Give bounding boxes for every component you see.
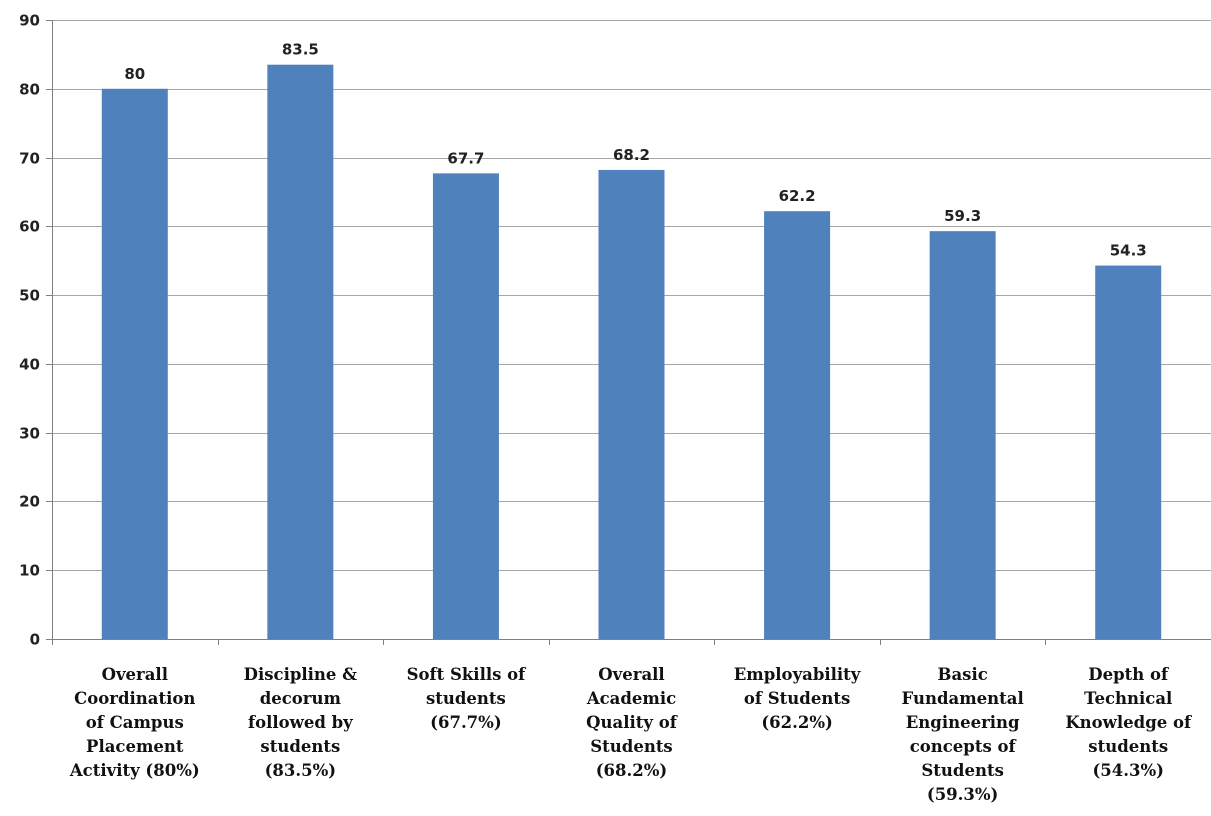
bar	[764, 211, 831, 640]
y-tick-label: 40	[19, 356, 40, 374]
y-tick-label: 0	[30, 631, 40, 649]
x-category-label-line: Academic	[586, 689, 676, 708]
x-category-label-line: students	[1088, 737, 1168, 756]
x-category-label-line: Placement	[86, 737, 184, 756]
x-category-label: Overall Academic Quality of Students (68.2%)	[586, 665, 678, 780]
x-category-label-line: Coordination	[74, 689, 195, 708]
data-label: 59.3	[944, 207, 981, 225]
x-category-label: Overall Coordination of Campus Placement Act…	[69, 665, 200, 780]
x-category-label-line: Students	[921, 761, 1003, 780]
x-category-label-line: decorum	[260, 689, 342, 708]
x-category-label: Basic Fundamental Engineering concepts of St…	[902, 665, 1024, 804]
x-category-label: Depth of Technical Knowledge of students (54…	[1065, 665, 1192, 780]
bar	[267, 64, 334, 639]
x-category-label: Discipline & decorum followed by students (8…	[244, 665, 357, 780]
x-category-label-line: Depth of	[1088, 665, 1169, 684]
x-category-label: Employability of Students (62.2%)	[734, 665, 861, 732]
axes: 0 10 20 30 40 50 60 70 80 90	[19, 12, 1211, 649]
x-axis-categories: Overall Coordination of Campus Placement Act…	[69, 665, 1192, 804]
y-tick-label: 80	[19, 81, 40, 99]
bar	[1095, 265, 1162, 639]
x-category-label-line: of Students	[744, 689, 850, 708]
data-label: 67.7	[447, 149, 484, 167]
bars	[101, 64, 1162, 640]
y-tick-label: 20	[19, 493, 40, 511]
data-labels: 80 83.5 67.7 68.2 62.2 59.3 54.3	[124, 41, 1146, 260]
x-category-label-line: Employability	[734, 665, 861, 684]
y-tick-label: 10	[19, 562, 40, 580]
x-category-label-line: Activity (80%)	[69, 761, 200, 780]
x-category-label-line: Overall	[102, 665, 168, 684]
x-category-label-line: Students	[590, 737, 672, 756]
x-category-label-line: (62.2%)	[761, 713, 832, 732]
x-category-label-line: concepts of	[910, 737, 1017, 756]
x-category-label-line: (67.7%)	[430, 713, 501, 732]
x-category-label-line: Discipline &	[244, 665, 357, 684]
y-tick-label: 30	[19, 425, 40, 443]
x-category-label-line: (68.2%)	[596, 761, 667, 780]
data-label: 80	[124, 65, 145, 83]
x-category-label-line: (83.5%)	[265, 761, 336, 780]
x-category-label-line: Engineering	[906, 713, 1020, 732]
x-category-label-line: students	[260, 737, 340, 756]
x-category-label-line: Quality of	[586, 713, 678, 732]
data-label: 68.2	[613, 146, 650, 164]
y-tick-label: 90	[19, 12, 40, 30]
y-tick-label: 50	[19, 287, 40, 305]
bar	[432, 173, 499, 639]
x-category-label-line: Soft Skills of	[407, 665, 527, 684]
x-category-label-line: (59.3%)	[927, 785, 998, 804]
x-category-label-line: Overall	[598, 665, 664, 684]
x-category-label-line: Fundamental	[902, 689, 1024, 708]
bar	[598, 169, 665, 640]
x-category-label-line: Basic	[938, 665, 988, 684]
y-tick-label: 70	[19, 150, 40, 168]
data-label: 83.5	[282, 41, 319, 59]
x-category-label-line: (54.3%)	[1092, 761, 1163, 780]
x-category-label: Soft Skills of students (67.7%)	[407, 665, 527, 732]
x-category-label-line: Knowledge of	[1065, 713, 1192, 732]
data-label: 62.2	[779, 187, 816, 205]
x-category-label-line: Technical	[1084, 689, 1172, 708]
data-label: 54.3	[1110, 242, 1147, 260]
bar	[101, 88, 168, 640]
x-category-label-line: of Campus	[86, 713, 184, 732]
x-category-label-line: students	[426, 689, 506, 708]
y-tick-label: 60	[19, 218, 40, 236]
bar	[929, 231, 996, 640]
x-category-label-line: followed by	[248, 713, 353, 732]
